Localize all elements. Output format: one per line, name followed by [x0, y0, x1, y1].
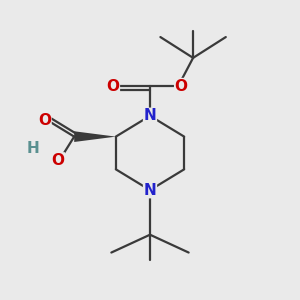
Text: O: O — [51, 153, 64, 168]
Text: O: O — [175, 79, 188, 94]
Text: N: N — [144, 183, 156, 198]
Text: O: O — [38, 113, 51, 128]
Text: O: O — [106, 79, 119, 94]
Polygon shape — [74, 131, 116, 142]
Text: N: N — [144, 108, 156, 123]
Text: H: H — [26, 141, 39, 156]
